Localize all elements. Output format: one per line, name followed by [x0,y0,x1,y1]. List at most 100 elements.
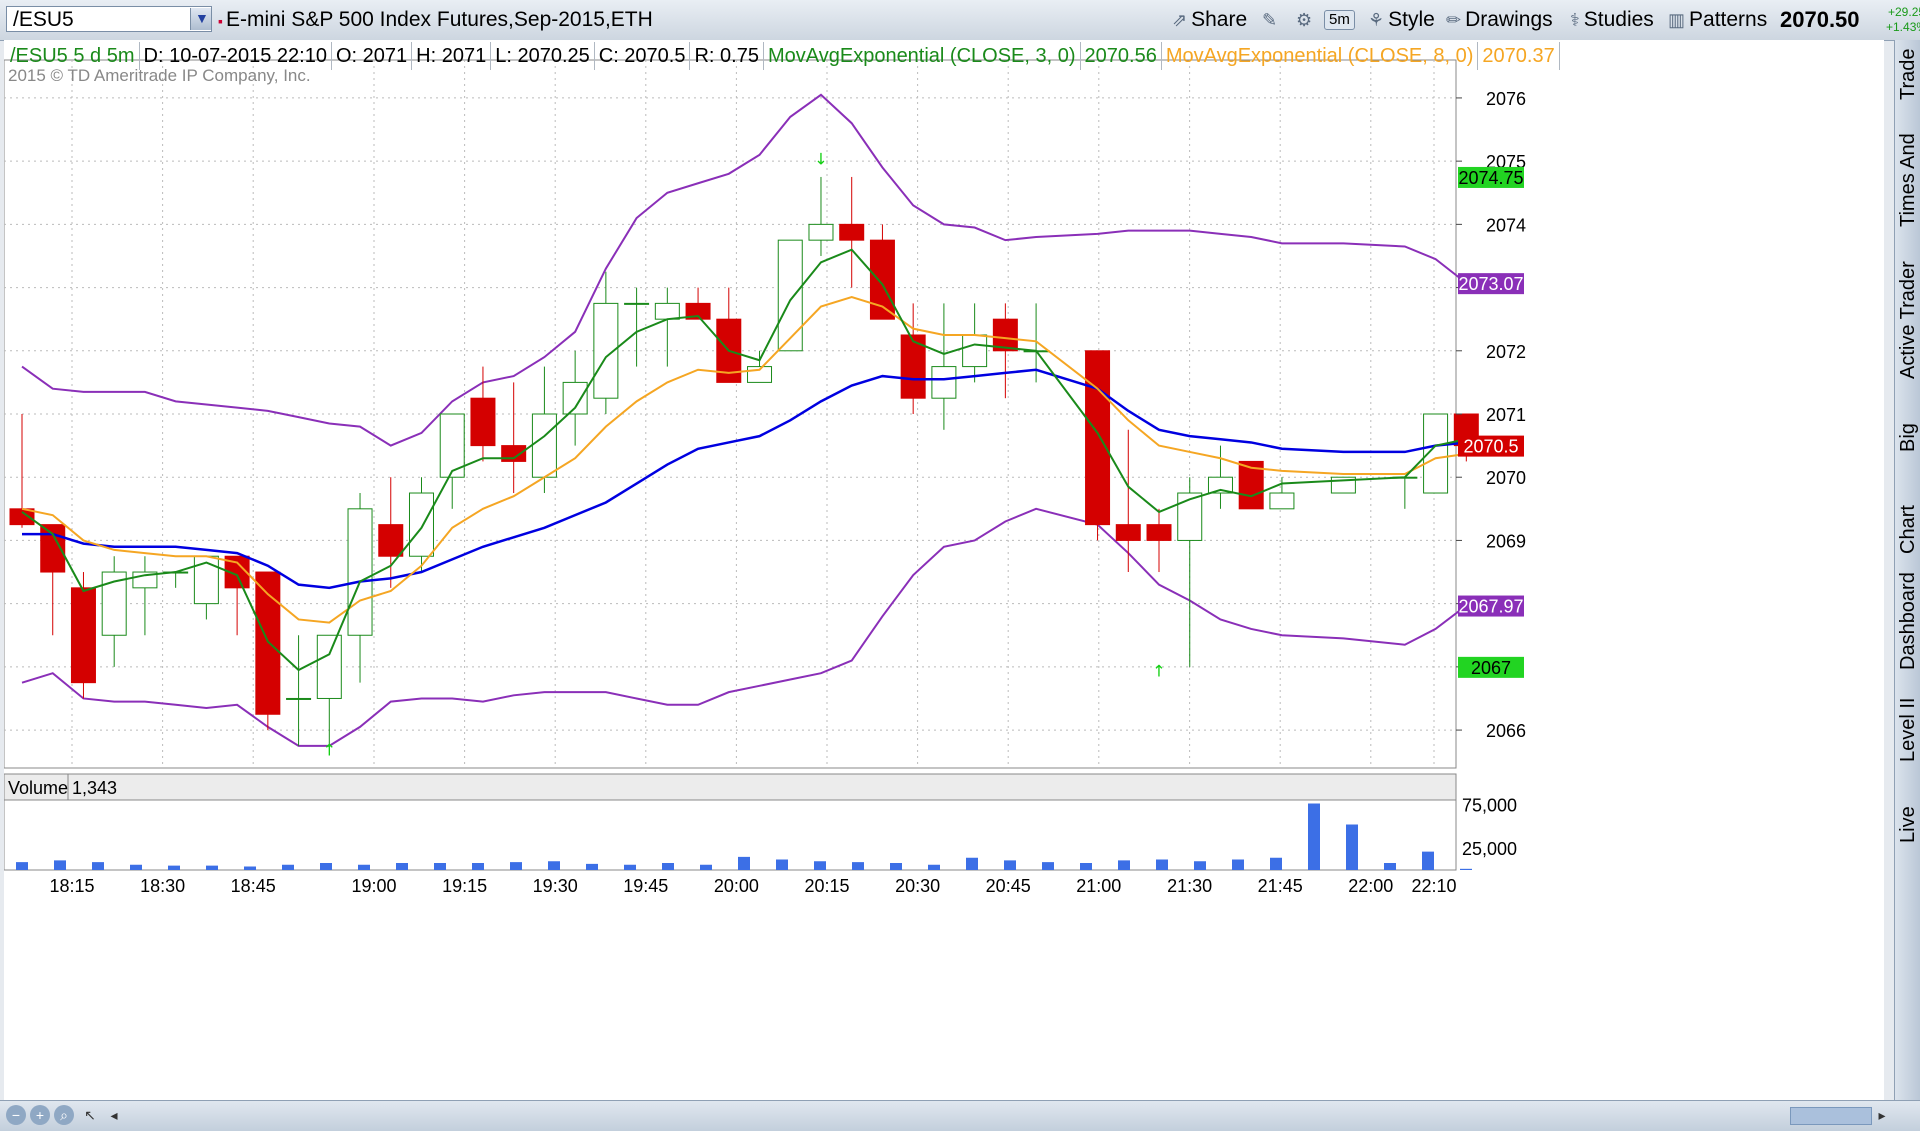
y-tick-label: 2074 [1486,215,1526,235]
scroll-right-icon[interactable]: ▸ [1878,1107,1886,1123]
x-tick-label: 19:00 [351,876,396,896]
candle-body-down [1115,524,1141,541]
band-lines [21,93,1467,747]
sidebar-tab-trade[interactable]: Trade [1897,48,1919,100]
candle-body-down [255,571,281,715]
wrench-icon: ✎ [1262,10,1278,30]
volume-bar [396,863,408,870]
volume-bar [966,857,978,870]
chart-toolbar: /ESU5 ▼ ▪ E-mini S&P 500 Index Futures,Se… [0,0,1920,41]
candle-body-up [562,381,588,415]
x-tick-label: 20:30 [895,876,940,896]
volume-bar [1194,861,1206,870]
chart-area[interactable]: 2015 © TD Ameritrade IP Company, Inc. ↑ ↓… [4,40,1884,1100]
scrollbar-thumb[interactable] [1790,1107,1872,1125]
volume-header [4,773,1457,801]
upper-band-line [21,93,1467,447]
volume-bar [548,861,560,870]
symbol-input[interactable]: /ESU5 [6,6,212,32]
timeframe-label: 5m [1329,11,1350,28]
studies-button[interactable]: ⚕ Studies [1566,6,1658,34]
drawings-button[interactable]: ✏ Drawings [1442,6,1557,34]
studies-label: Studies [1583,8,1654,31]
buy-arrow-icon: ↑ [323,740,336,759]
volume-pane-border [4,799,1457,871]
volume-bar [928,864,940,870]
sell-arrow-icon: ↓ [814,149,827,168]
candle-body-up [962,334,988,368]
ema8-label[interactable]: MovAvgExponential (CLOSE, 8, 0) [1162,42,1479,70]
sidebar-tab-level-ii[interactable]: Level II [1897,697,1919,763]
volume-bar [1042,862,1054,870]
x-tick-label: 18:30 [140,876,185,896]
studies-icon: ⚕ [1570,10,1580,30]
scroll-left-icon[interactable]: ◂ [110,1107,118,1123]
ema-lines [21,248,1467,672]
price-badge-text: 2067.97 [1458,597,1523,617]
candle-body-down [992,318,1018,352]
x-tick-label: 20:45 [986,876,1031,896]
zoom-in-icon[interactable]: + [30,1105,50,1125]
volume-bar [434,863,446,870]
right-sidebar: Trade Times And Sales Active Trader Big But… [1894,40,1920,1100]
sidebar-tab-times-and-sales[interactable]: Times And Sales [1897,133,1919,227]
volume-bar [1080,863,1092,870]
price-badges: 2074.75 2073.07 2070.5 2067.97 2067 [1458,166,1524,678]
y-tick-label: 2072 [1486,342,1526,362]
volume-bar [244,866,256,870]
chart-grid: 2015 © TD Ameritrade IP Company, Inc. [4,59,1457,870]
tools-button[interactable]: ⚙ [1292,6,1320,34]
candle-body-down [1146,524,1172,541]
volume-bar [738,856,750,870]
volume-bar [814,861,826,870]
volume-bar [358,864,370,870]
price-badge [1458,166,1524,188]
price-badge [1458,656,1524,678]
sidebar-tab-active-trader[interactable]: Active Trader [1897,261,1919,379]
symbol-dropdown-button[interactable]: ▼ [190,8,211,30]
candle-body-up [1207,476,1233,494]
volume-bar [206,865,218,870]
volume-bar [16,862,28,870]
x-tick-label: 19:15 [442,876,487,896]
bar-open: O: 2071 [332,42,413,70]
y-tick-label: 2076 [1486,89,1526,109]
zoom-out-icon[interactable]: − [6,1105,26,1125]
price-chart-svg[interactable]: 2015 © TD Ameritrade IP Company, Inc. ↑ ↓… [4,40,1884,1100]
x-tick-label: 19:45 [623,876,668,896]
timeframe-button[interactable]: 5m [1324,10,1355,30]
volume-bar [776,859,788,870]
buy-arrow-icon: ↑ [1152,661,1165,680]
settings-button[interactable]: ✎ [1258,6,1285,34]
sidebar-tab-live-news[interactable]: Live News [1897,806,1919,844]
sidebar-tab-chart[interactable]: Chart [1897,505,1919,555]
ema-long-line [22,368,1467,590]
style-button[interactable]: ⚘ Style [1364,6,1439,34]
volume-bar [320,863,332,870]
style-label: Style [1388,8,1435,31]
zoom-fit-icon[interactable]: ⌕ [54,1105,74,1125]
share-button[interactable]: ⇗ Share [1168,6,1251,34]
volume-pane: Volume 1,343 75,000 25,000 [4,773,1517,871]
x-tick-label: 20:15 [804,876,849,896]
price-badge-text: 2070.5 [1463,437,1518,457]
volume-bar [1270,857,1282,870]
volume-bar [1384,863,1396,870]
price-badge-text: 2073.07 [1458,274,1523,294]
y-tick-label: 2069 [1486,531,1526,551]
volume-bar [1156,859,1168,870]
time-axis: 18:15 18:30 18:45 19:00 19:15 19:30 19:45 20:00… [49,876,1456,896]
candle-body-up [1423,413,1449,494]
ema3-label[interactable]: MovAvgExponential (CLOSE, 3, 0) [764,42,1081,70]
share-label: Share [1191,8,1248,31]
sidebar-tab-dashboard[interactable]: Dashboard [1897,572,1919,670]
sidebar-tab-big-buttons[interactable]: Big Buttons [1897,423,1919,452]
candle-body-down [839,223,865,241]
chevron-down-icon: ▼ [195,10,209,26]
volume-bar [1460,868,1472,870]
cursor-icon[interactable]: ↖ [84,1107,96,1123]
volume-bar [700,864,712,870]
patterns-button[interactable]: ▥ Patterns [1664,6,1771,34]
ema3-line [21,248,1467,672]
